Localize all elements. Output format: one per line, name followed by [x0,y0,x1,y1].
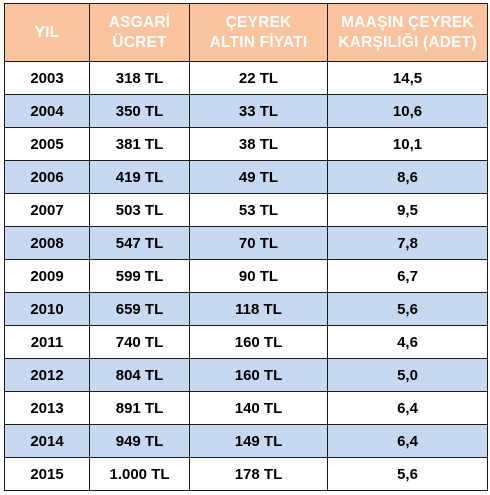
cell-gold-price: 140 TL [189,391,328,425]
table-row: 2007 503 TL 53 TL 9,5 [4,193,488,227]
cell-year: 2011 [4,325,90,359]
cell-year: 2005 [4,127,90,161]
cell-minimum-wage: 659 TL [89,292,190,326]
cell-gold-count: 7,8 [327,226,488,260]
cell-minimum-wage: 547 TL [89,226,190,260]
cell-year: 2015 [4,457,90,491]
table-header: YIL ASGARİ ÜCRET ÇEYREK ALTIN FİYATI MAA… [4,3,488,62]
cell-gold-count: 10,1 [327,127,488,161]
cell-gold-price: 90 TL [189,259,328,293]
cell-minimum-wage: 949 TL [89,424,190,458]
header-row: YIL ASGARİ ÜCRET ÇEYREK ALTIN FİYATI MAA… [4,3,488,62]
table-row: 2008 547 TL 70 TL 7,8 [4,226,488,260]
header-year-line-1: YIL [34,23,60,41]
cell-minimum-wage: 1.000 TL [89,457,190,491]
header-wage-in-quarter-gold: MAAŞIN ÇEYREK KARŞILIĞI (ADET) [327,3,488,62]
cell-minimum-wage: 804 TL [89,358,190,392]
cell-gold-price: 22 TL [189,61,328,95]
cell-gold-price: 149 TL [189,424,328,458]
table-row: 2004 350 TL 33 TL 10,6 [4,94,488,128]
cell-gold-count: 9,5 [327,193,488,227]
header-minimum-wage-line-2: ÜCRET [112,33,167,51]
cell-year: 2012 [4,358,90,392]
data-table-container: YIL ASGARİ ÜCRET ÇEYREK ALTIN FİYATI MAA… [4,3,488,491]
cell-gold-price: 33 TL [189,94,328,128]
cell-gold-count: 5,6 [327,457,488,491]
cell-gold-count: 8,6 [327,160,488,194]
cell-minimum-wage: 381 TL [89,127,190,161]
table-row: 2014 949 TL 149 TL 6,4 [4,424,488,458]
table-row: 2011 740 TL 160 TL 4,6 [4,325,488,359]
cell-year: 2009 [4,259,90,293]
cell-gold-count: 10,6 [327,94,488,128]
cell-gold-price: 160 TL [189,325,328,359]
header-quarter-gold-price-line-1: ÇEYREK [225,13,292,31]
cell-year: 2007 [4,193,90,227]
cell-gold-price: 49 TL [189,160,328,194]
cell-gold-count: 14,5 [327,61,488,95]
header-quarter-gold-price-line-2: ALTIN FİYATI [209,33,308,51]
table-row: 2015 1.000 TL 178 TL 5,6 [4,457,488,491]
cell-gold-count: 6,4 [327,391,488,425]
header-minimum-wage-line-1: ASGARİ [108,13,171,31]
cell-gold-count: 5,6 [327,292,488,326]
header-wage-in-quarter-gold-line-2: KARŞILIĞI (ADET) [338,33,477,51]
table-row: 2003 318 TL 22 TL 14,5 [4,61,488,95]
header-year: YIL [4,3,90,62]
cell-gold-count: 5,0 [327,358,488,392]
cell-year: 2008 [4,226,90,260]
cell-year: 2014 [4,424,90,458]
cell-gold-price: 118 TL [189,292,328,326]
cell-minimum-wage: 318 TL [89,61,190,95]
cell-year: 2003 [4,61,90,95]
minimum-wage-gold-table: YIL ASGARİ ÜCRET ÇEYREK ALTIN FİYATI MAA… [4,3,488,491]
cell-minimum-wage: 740 TL [89,325,190,359]
cell-minimum-wage: 891 TL [89,391,190,425]
cell-gold-price: 178 TL [189,457,328,491]
table-row: 2012 804 TL 160 TL 5,0 [4,358,488,392]
cell-year: 2006 [4,160,90,194]
cell-gold-count: 6,7 [327,259,488,293]
table-row: 2009 599 TL 90 TL 6,7 [4,259,488,293]
cell-gold-price: 53 TL [189,193,328,227]
cell-minimum-wage: 350 TL [89,94,190,128]
table-row: 2006 419 TL 49 TL 8,6 [4,160,488,194]
table-row: 2013 891 TL 140 TL 6,4 [4,391,488,425]
header-wage-in-quarter-gold-line-1: MAAŞIN ÇEYREK [341,13,474,31]
cell-minimum-wage: 503 TL [89,193,190,227]
cell-gold-price: 160 TL [189,358,328,392]
cell-year: 2004 [4,94,90,128]
table-row: 2005 381 TL 38 TL 10,1 [4,127,488,161]
table-body: 2003 318 TL 22 TL 14,5 2004 350 TL 33 TL 10,6 20… [4,61,488,491]
header-minimum-wage: ASGARİ ÜCRET [89,3,190,62]
cell-gold-count: 6,4 [327,424,488,458]
table-row: 2010 659 TL 118 TL 5,6 [4,292,488,326]
cell-minimum-wage: 599 TL [89,259,190,293]
cell-gold-count: 4,6 [327,325,488,359]
header-quarter-gold-price: ÇEYREK ALTIN FİYATI [189,3,328,62]
cell-minimum-wage: 419 TL [89,160,190,194]
cell-gold-price: 38 TL [189,127,328,161]
cell-year: 2010 [4,292,90,326]
cell-year: 2013 [4,391,90,425]
cell-gold-price: 70 TL [189,226,328,260]
